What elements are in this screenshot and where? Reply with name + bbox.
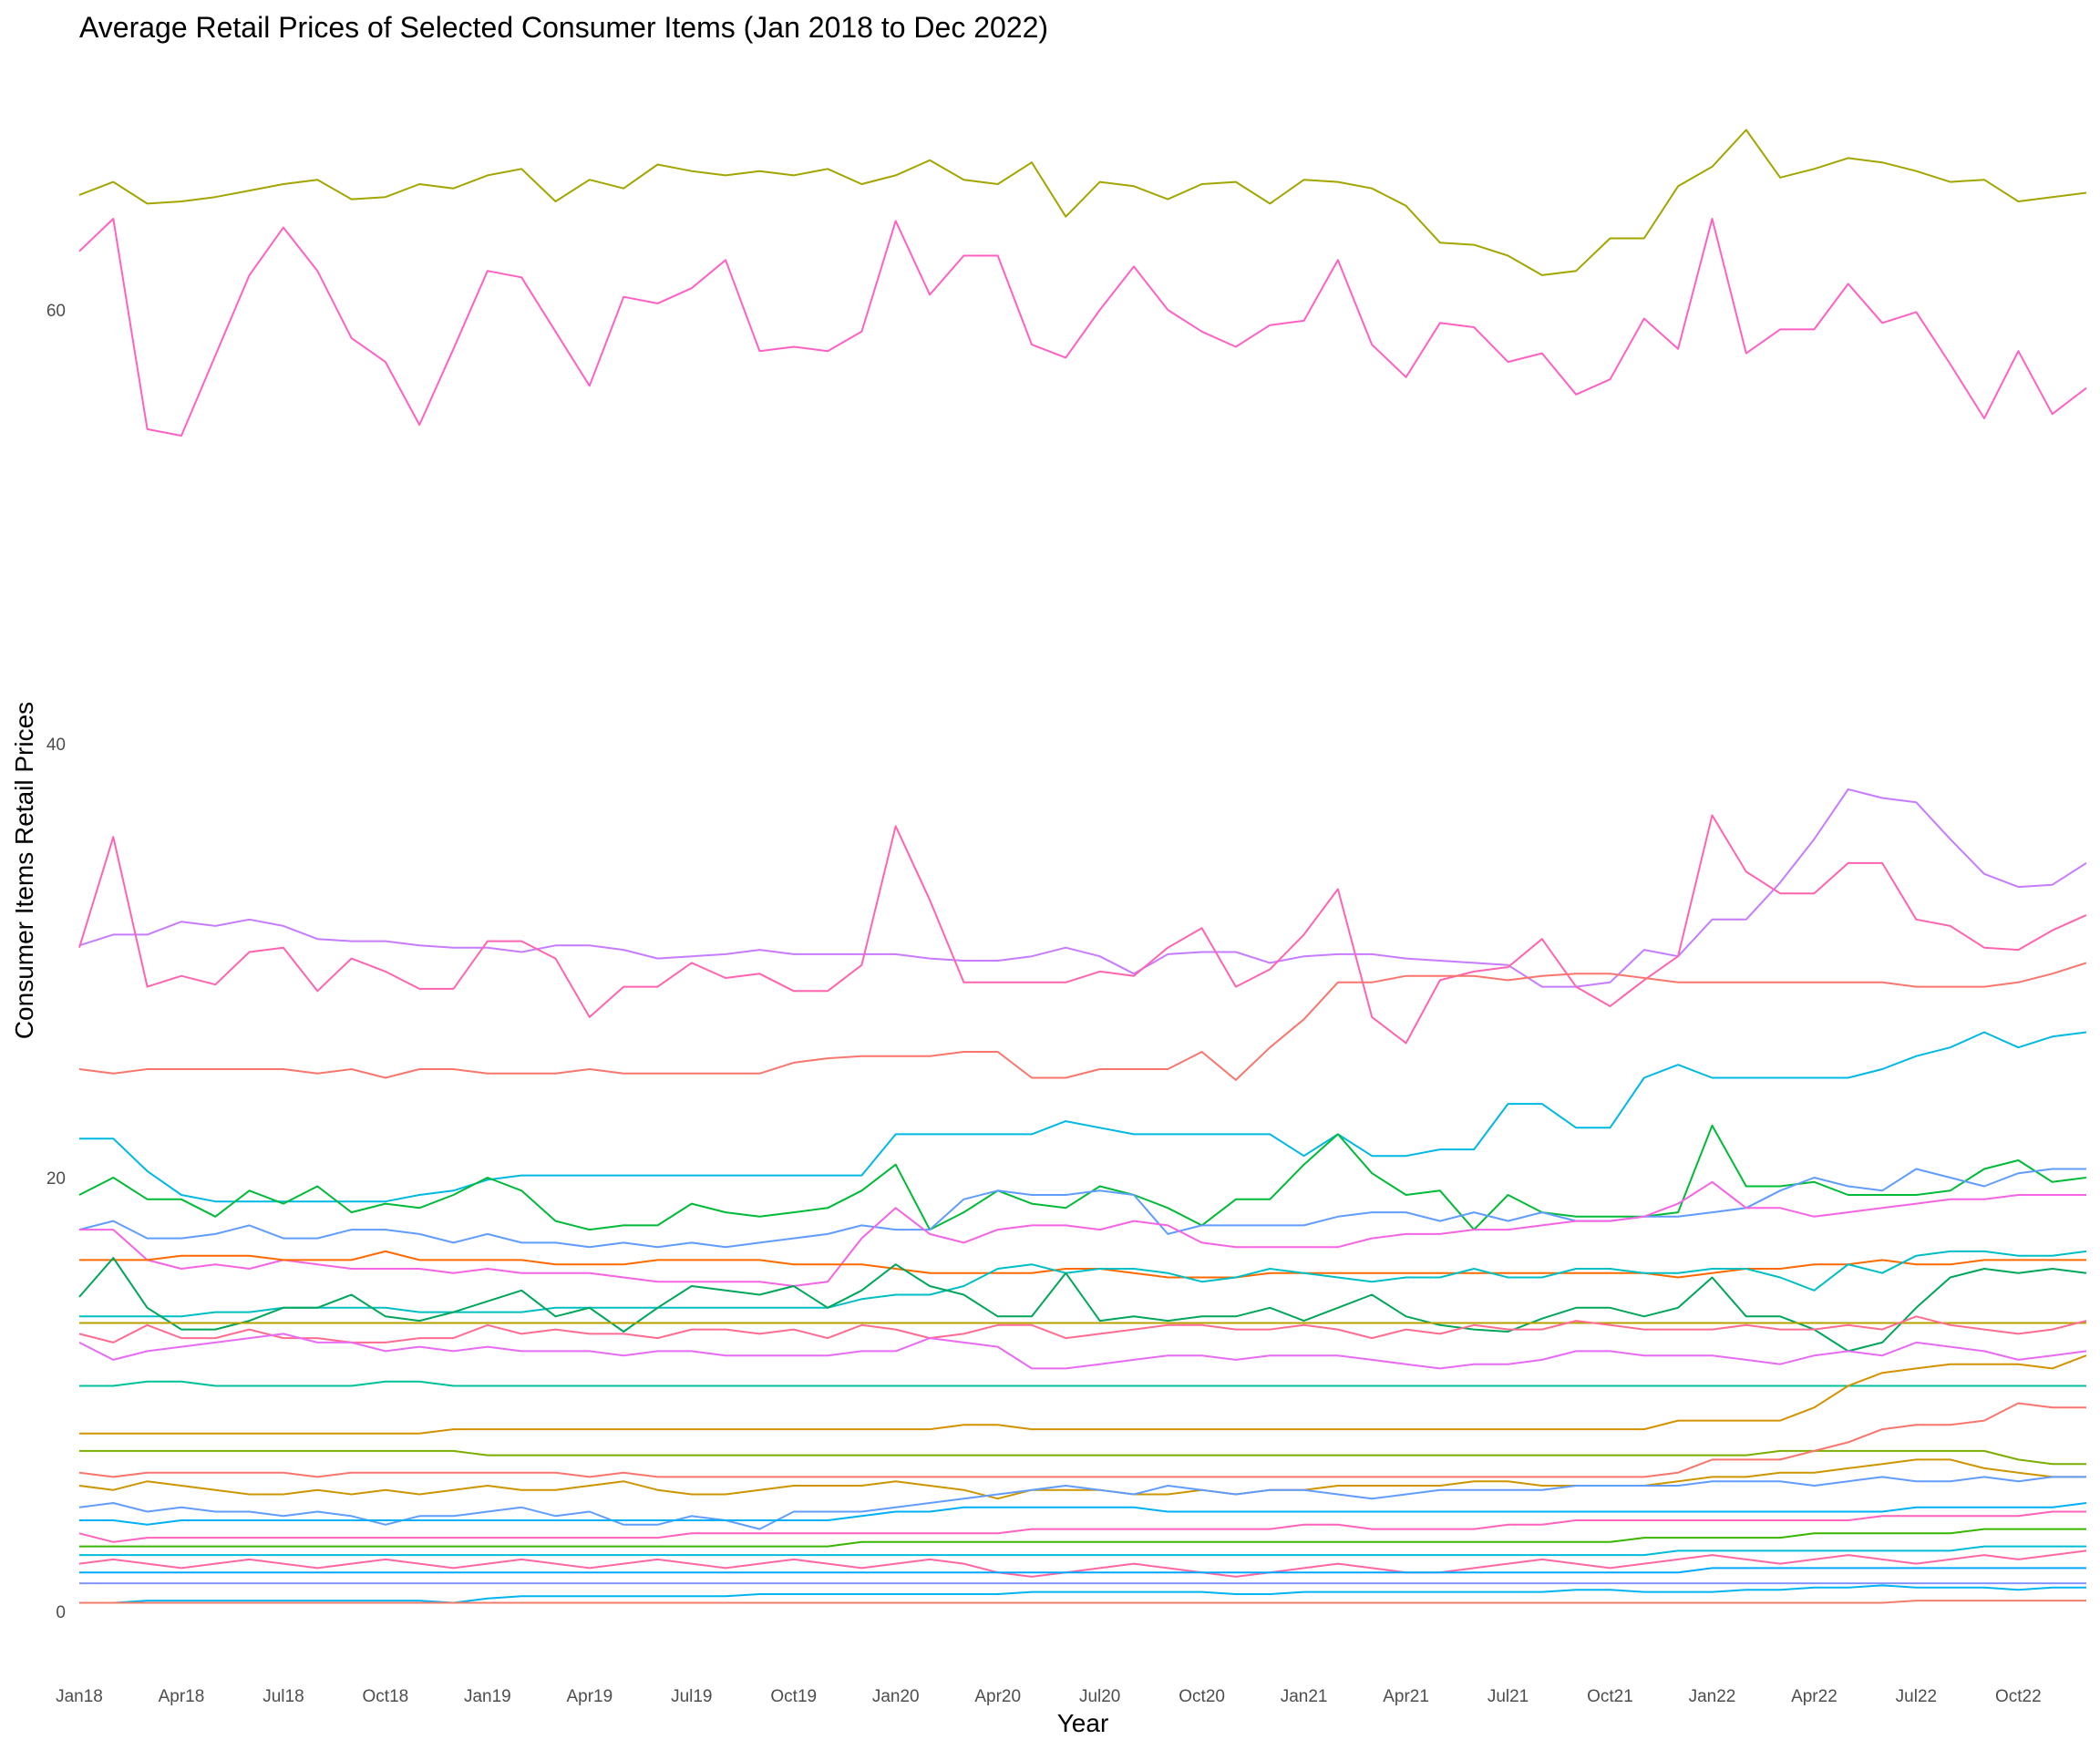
x-tick-label: Jan20 — [872, 1687, 920, 1706]
series-line-20 — [78, 1458, 2086, 1500]
series-line-22 — [79, 1502, 2087, 1526]
y-tick-label: 20 — [46, 1169, 66, 1189]
series-line-1 — [78, 129, 2087, 276]
series-line-24 — [79, 1528, 2086, 1548]
series-line-7 — [78, 1124, 2087, 1231]
x-tick-label: Jan19 — [464, 1687, 511, 1706]
series-line-27 — [79, 1567, 2086, 1574]
series-line-6 — [79, 1031, 2087, 1203]
series-line-12 — [78, 1257, 2087, 1353]
series-line-15 — [78, 1333, 2087, 1370]
series-line-4 — [78, 814, 2087, 1045]
x-tick-label: Oct19 — [770, 1687, 817, 1706]
series-line-25 — [79, 1545, 2086, 1557]
series-line-11 — [79, 1250, 2087, 1318]
x-axis-ticks: Jan18 Apr18 Jul18 Oct18 Jan19 Apr19 Jul19 Oct19… — [56, 1687, 2042, 1706]
series-line-26 — [78, 1549, 2087, 1578]
y-axis-title: Consumer Items Retail Prices — [10, 702, 38, 1039]
series-line-19 — [78, 1402, 2086, 1478]
series-line-3 — [78, 788, 2087, 988]
series-line-30 — [79, 1600, 2086, 1604]
x-tick-label: Jul21 — [1488, 1687, 1529, 1706]
series-line-8 — [78, 1168, 2086, 1249]
x-tick-label: Jul19 — [671, 1687, 712, 1706]
x-tick-label: Jan22 — [1689, 1687, 1736, 1706]
x-tick-label: Oct20 — [1179, 1687, 1225, 1706]
x-tick-label: Jul20 — [1079, 1687, 1120, 1706]
x-tick-label: Jul18 — [262, 1687, 304, 1706]
x-tick-label: Oct22 — [1995, 1687, 2042, 1706]
series-line-9 — [79, 1180, 2086, 1287]
x-tick-label: Oct21 — [1587, 1687, 1633, 1706]
x-tick-label: Jan18 — [56, 1687, 103, 1706]
x-tick-label: Apr20 — [974, 1687, 1021, 1706]
y-tick-label: 60 — [46, 302, 66, 321]
x-tick-label: Jul22 — [1896, 1687, 1937, 1706]
series-line-17 — [79, 1354, 2087, 1435]
series-line-10 — [79, 1250, 2086, 1279]
series-line-14 — [78, 1315, 2087, 1343]
x-tick-label: Oct18 — [363, 1687, 409, 1706]
chart-title: Average Retail Prices of Selected Consum… — [79, 11, 1048, 44]
x-tick-label: Jan21 — [1281, 1687, 1328, 1706]
series-line-16 — [79, 1380, 2086, 1387]
x-tick-label: Apr22 — [1791, 1687, 1838, 1706]
x-tick-label: Apr19 — [566, 1687, 612, 1706]
series-line-21 — [78, 1476, 2086, 1530]
series-layer — [78, 129, 2087, 1604]
series-line-23 — [78, 1510, 2086, 1543]
x-axis-title: Year — [1057, 1709, 1109, 1737]
series-line-18 — [79, 1449, 2086, 1466]
y-axis-ticks: 0 20 40 60 — [46, 302, 66, 1622]
series-line-5 — [78, 962, 2087, 1081]
series-line-2 — [78, 218, 2087, 437]
series-line-29 — [79, 1584, 2086, 1604]
x-tick-label: Apr21 — [1383, 1687, 1429, 1706]
y-tick-label: 40 — [46, 736, 66, 755]
x-tick-label: Apr18 — [159, 1687, 205, 1706]
y-tick-label: 0 — [56, 1603, 66, 1622]
